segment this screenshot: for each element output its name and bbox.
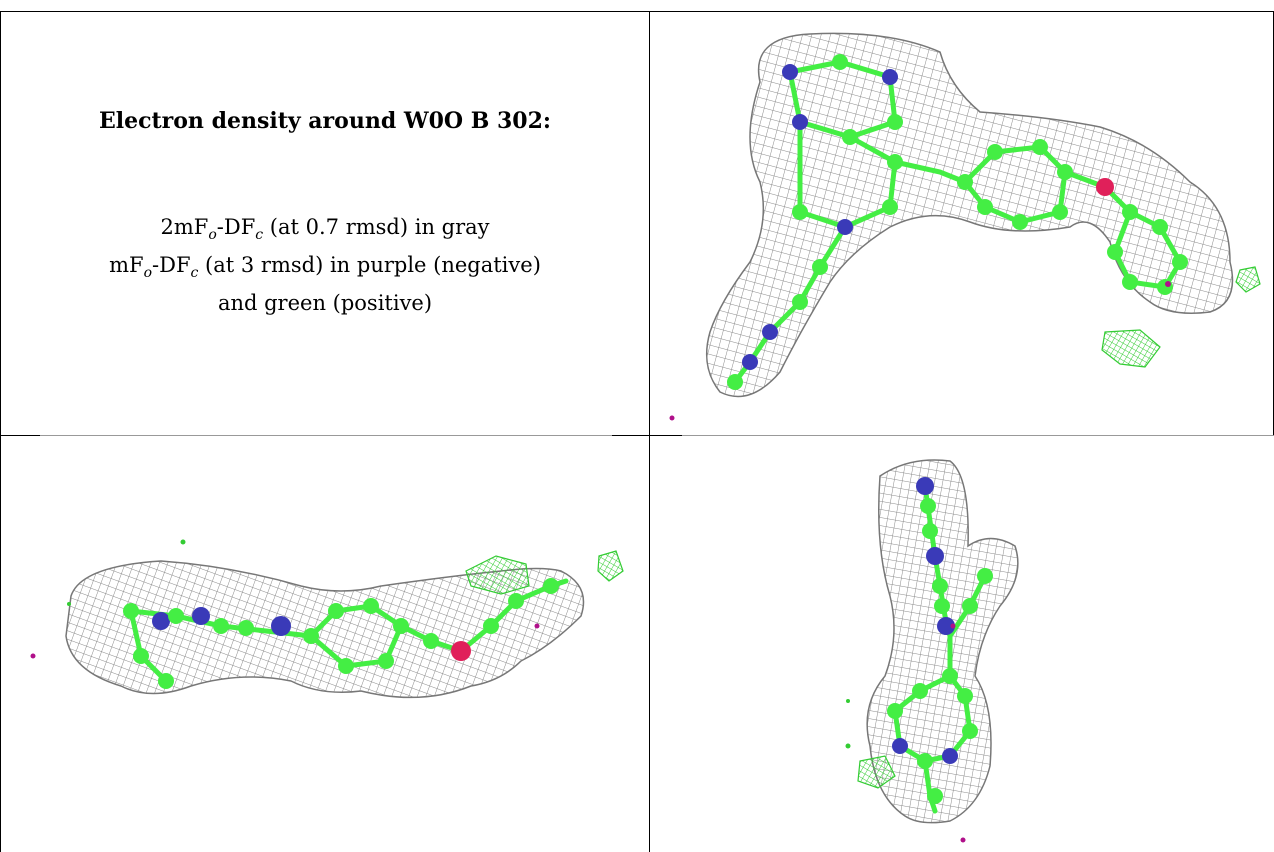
- legend-text: 2mFo-DFc (at 0.7 rmsd) in gray mFo-DFc (…: [1, 212, 649, 318]
- left-border: [0, 11, 1, 852]
- negative-density-blobs: [950, 623, 966, 843]
- positive-density-blobs: [845, 699, 896, 789]
- density-view-top-right: [669, 32, 1261, 421]
- legend-title: Electron density around W0O B 302:: [98, 108, 551, 134]
- legend-panel: Electron density around W0O B 302: 2mFo-…: [1, 12, 649, 435]
- negative-density-blobs: [30, 623, 540, 659]
- mesh-2fofc: [65, 560, 585, 699]
- positive-density-blobs: [67, 539, 624, 606]
- legend-line-fofc: mFo-DFc (at 3 rmsd) in purple (negative): [109, 253, 541, 282]
- legend-line-positive: and green (positive): [217, 291, 433, 316]
- top-border: [0, 11, 1274, 12]
- panel-top-right: [650, 12, 1273, 435]
- ligand-atoms: [123, 578, 559, 689]
- mesh-2fofc: [866, 459, 1019, 824]
- legend-line-2fofc: 2mFo-DFc (at 0.7 rmsd) in gray: [160, 215, 490, 244]
- density-view-bottom-right: [845, 459, 1019, 843]
- ligand-atoms: [887, 477, 993, 804]
- middle-divider-left-tick: [0, 435, 40, 436]
- density-view-bottom-left: [30, 539, 624, 699]
- mesh-2fofc: [705, 32, 1234, 398]
- negative-density-blobs: [669, 281, 1171, 421]
- middle-divider-center-tick: [612, 435, 682, 436]
- center-divider: [649, 11, 650, 852]
- panel-bottom-left: [1, 436, 649, 852]
- positive-density-blobs: [1101, 266, 1261, 368]
- panel-bottom-right: [650, 436, 1273, 852]
